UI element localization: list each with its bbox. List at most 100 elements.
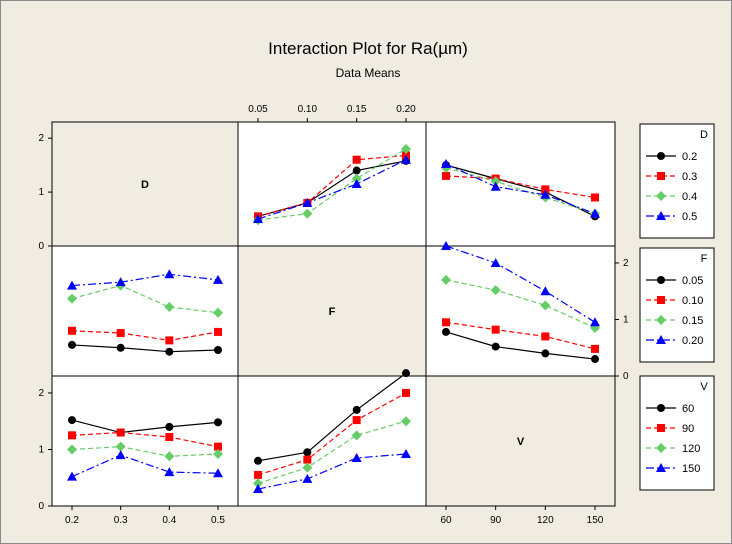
x-tick-label: 0.10 xyxy=(298,104,318,115)
x-tick-label: 0.20 xyxy=(396,104,416,115)
triangle-marker xyxy=(590,317,600,327)
series-line xyxy=(257,148,407,221)
diamond-marker xyxy=(656,443,666,453)
series-line xyxy=(71,330,219,341)
square-marker xyxy=(657,424,665,432)
x-tick-label: 120 xyxy=(537,515,554,526)
diamond-marker xyxy=(302,208,313,219)
square-marker xyxy=(116,428,125,437)
legend-box xyxy=(639,123,715,239)
triangle-marker xyxy=(490,181,501,191)
diamond-marker xyxy=(67,293,77,304)
legend-label: 0.3 xyxy=(682,171,697,183)
legend-label: 0.20 xyxy=(682,335,703,347)
circle-marker xyxy=(68,340,76,349)
diamond-marker xyxy=(213,449,223,459)
circle-marker xyxy=(303,448,312,457)
x-tick-label: 90 xyxy=(490,515,502,526)
legend-box xyxy=(639,375,715,491)
triangle-marker xyxy=(67,280,77,290)
square-marker xyxy=(352,416,361,425)
triangle-marker xyxy=(656,211,666,220)
y-tick-label: 2 xyxy=(623,258,629,269)
y-tick-label: 0 xyxy=(623,371,629,382)
triangle-marker xyxy=(540,189,551,199)
triangle-marker xyxy=(590,208,600,218)
series-line xyxy=(71,454,219,478)
triangle-marker xyxy=(253,214,263,224)
diamond-marker xyxy=(115,441,126,452)
diamond-marker xyxy=(656,315,666,325)
series-line xyxy=(445,175,596,199)
series-line xyxy=(257,392,407,476)
circle-marker xyxy=(402,369,410,378)
triangle-marker xyxy=(253,484,263,494)
legend-label: 120 xyxy=(682,443,700,455)
diamond-marker xyxy=(351,173,362,184)
series-line xyxy=(71,344,219,353)
diamond-marker xyxy=(164,302,175,313)
triangle-marker xyxy=(656,335,666,344)
legend-title: F xyxy=(701,253,708,265)
circle-marker xyxy=(214,418,222,427)
diamond-marker xyxy=(164,451,175,462)
interaction-panel xyxy=(237,375,427,507)
circle-marker xyxy=(442,327,450,336)
square-marker xyxy=(591,193,599,202)
interaction-panel xyxy=(237,121,427,247)
x-tick-label: 60 xyxy=(440,515,452,526)
diamond-marker xyxy=(351,430,362,441)
triangle-marker xyxy=(401,449,411,458)
circle-marker xyxy=(352,166,361,175)
triangle-marker xyxy=(67,471,77,481)
triangle-marker xyxy=(656,463,666,472)
diagonal-panel xyxy=(237,245,427,377)
legend-label: 0.4 xyxy=(682,191,697,203)
circle-marker xyxy=(68,416,76,425)
square-marker xyxy=(68,326,76,335)
series-line xyxy=(71,419,219,434)
legend-area: D0.2 0.3 0.4 0.5 F 0.05 0.10 0.15 0.20 V 60 90 120 15… xyxy=(639,123,715,491)
x-tick-label: 0.4 xyxy=(162,515,176,526)
square-marker xyxy=(165,336,174,345)
x-tick-label: 0.3 xyxy=(114,515,128,526)
square-marker xyxy=(303,455,312,464)
circle-marker xyxy=(165,347,174,356)
circle-marker xyxy=(657,404,665,412)
triangle-marker xyxy=(115,450,126,460)
legend-label: 150 xyxy=(682,463,700,475)
square-marker xyxy=(352,155,361,164)
series-line xyxy=(445,279,596,329)
x-tick-label: 0.05 xyxy=(248,104,268,115)
legend-label: 0.15 xyxy=(682,315,703,327)
square-marker xyxy=(116,329,125,338)
diagonal-factor-label: D xyxy=(141,179,149,191)
diagonal-factor-label: F xyxy=(329,306,336,318)
diamond-marker xyxy=(213,307,223,318)
circle-marker xyxy=(165,422,174,431)
legend-label: 60 xyxy=(682,403,694,415)
circle-marker xyxy=(541,349,550,358)
diamond-marker xyxy=(302,462,313,473)
diamond-marker xyxy=(401,143,411,154)
x-tick-label: 0.5 xyxy=(211,515,225,526)
square-marker xyxy=(442,318,450,327)
triangle-marker xyxy=(490,257,501,267)
square-marker xyxy=(68,431,76,440)
series-line xyxy=(445,163,596,215)
y-tick-label: 0 xyxy=(38,501,44,512)
chart-subtitle: Data Means xyxy=(336,66,401,80)
triangle-marker xyxy=(441,241,451,250)
square-marker xyxy=(491,325,500,334)
triangle-marker xyxy=(441,159,451,169)
legend-label: 0.05 xyxy=(682,275,703,287)
y-tick-label: 1 xyxy=(623,314,629,325)
square-marker xyxy=(591,344,599,353)
triangle-marker xyxy=(213,468,223,478)
square-marker xyxy=(541,185,550,194)
triangle-marker xyxy=(213,274,223,284)
series-line xyxy=(257,154,407,217)
diagonal-panel xyxy=(51,121,239,247)
x-tick-label: 150 xyxy=(587,515,604,526)
chart-title: Interaction Plot for Ra(µm) xyxy=(268,39,468,58)
